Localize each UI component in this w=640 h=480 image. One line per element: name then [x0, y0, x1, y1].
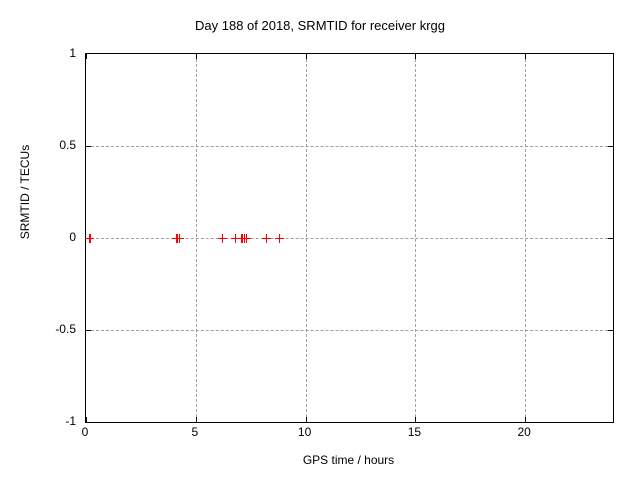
x-tick-mark-top: [415, 54, 417, 59]
x-tick-mark-top: [305, 54, 307, 59]
x-tick-mark: [86, 417, 87, 422]
y-tick-label: 0.5: [59, 138, 76, 152]
y-tick-label: -0.5: [55, 322, 76, 336]
x-tick-mark-top: [86, 54, 87, 59]
y-tick-mark-right: [608, 330, 613, 331]
x-tick-label: 0: [81, 425, 89, 439]
x-tick-mark-top: [195, 54, 197, 59]
y-tick-mark: [86, 146, 91, 147]
plot-inner: [85, 54, 613, 422]
x-tick-label: 15: [407, 425, 422, 439]
x-tick-label: 5: [191, 425, 199, 439]
x-tick-mark: [195, 417, 197, 422]
chart-title: Day 188 of 2018, SRMTID for receiver krg…: [195, 18, 445, 33]
x-tick-mark-top: [525, 54, 527, 59]
x-axis-label: GPS time / hours: [302, 453, 395, 467]
x-tick-mark: [415, 417, 417, 422]
y-tick-mark-right: [608, 238, 613, 239]
x-tick-mark: [305, 417, 307, 422]
y-tick-mark: [86, 330, 91, 331]
y-gridline: [86, 146, 613, 147]
y-gridline: [86, 238, 613, 239]
y-tick-mark: [86, 238, 91, 239]
x-tick-mark: [525, 417, 527, 422]
x-tick-label: 20: [517, 425, 531, 439]
y-tick-label: 1: [69, 46, 76, 60]
y-tick-label: -1: [65, 414, 76, 428]
y-gridline: [86, 330, 613, 331]
x-tick-label: 10: [297, 425, 312, 439]
y-tick-label: 0: [69, 230, 76, 244]
plot-area: [85, 53, 614, 423]
y-tick-mark-right: [608, 146, 613, 147]
